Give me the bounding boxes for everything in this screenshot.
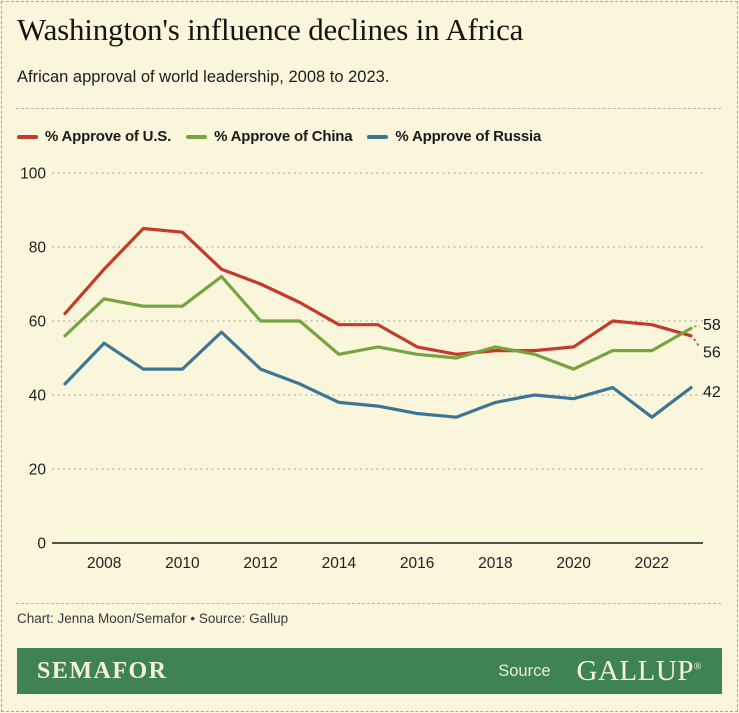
y-axis-label-60: 60 bbox=[29, 314, 47, 331]
legend-label-china: % Approve of China bbox=[214, 128, 353, 145]
x-axis-label-2012: 2012 bbox=[243, 555, 277, 572]
y-axis-label-20: 20 bbox=[29, 462, 47, 479]
gallup-logo: GALLUP® bbox=[576, 654, 703, 687]
bottom-divider bbox=[16, 603, 721, 604]
subtitle: African approval of world leadership, 20… bbox=[17, 68, 390, 86]
y-axis-label-40: 40 bbox=[29, 388, 47, 405]
russia-line-swatch-icon bbox=[367, 134, 389, 139]
x-axis-label-2022: 2022 bbox=[635, 555, 669, 572]
legend-label-russia: % Approve of Russia bbox=[395, 128, 542, 145]
legend: % Approve of U.S. % Approve of China % A… bbox=[17, 128, 541, 145]
credit-line: Chart: Jenna Moon/Semafor • Source: Gall… bbox=[17, 611, 289, 626]
legend-item-china: % Approve of China bbox=[186, 128, 353, 145]
x-axis-label-2014: 2014 bbox=[322, 555, 357, 572]
x-axis-label-2016: 2016 bbox=[400, 555, 434, 572]
series-line-1 bbox=[63, 275, 693, 371]
brand-bar: SEMAFOR Source GALLUP® bbox=[17, 648, 722, 694]
source-group: Source GALLUP® bbox=[498, 654, 703, 687]
end-label-leader-56 bbox=[693, 338, 701, 349]
end-value-label-56: 56 bbox=[703, 344, 721, 361]
y-axis-label-100: 100 bbox=[20, 166, 46, 183]
x-axis-label-2010: 2010 bbox=[165, 555, 200, 572]
china-line-swatch-icon bbox=[186, 134, 208, 139]
series-line-2 bbox=[63, 330, 693, 419]
x-axis-label-2008: 2008 bbox=[87, 555, 121, 572]
x-axis-label-2020: 2020 bbox=[556, 555, 591, 572]
top-divider bbox=[16, 108, 721, 109]
series-line-0 bbox=[63, 226, 693, 356]
y-axis-label-80: 80 bbox=[29, 240, 47, 257]
legend-item-us: % Approve of U.S. bbox=[17, 128, 171, 145]
source-label: Source bbox=[498, 661, 551, 680]
registered-mark: ® bbox=[693, 660, 702, 672]
semafor-logo: SEMAFOR bbox=[37, 657, 168, 684]
x-axis-label-2018: 2018 bbox=[478, 555, 512, 572]
legend-item-russia: % Approve of Russia bbox=[367, 128, 541, 145]
gallup-wordmark: GALLUP bbox=[576, 654, 694, 687]
y-axis-label-0: 0 bbox=[37, 536, 46, 553]
us-line-swatch-icon bbox=[17, 134, 38, 139]
legend-label-us: % Approve of U.S. bbox=[45, 128, 172, 145]
end-value-label-58: 58 bbox=[703, 317, 721, 334]
page-title: Washington's influence declines in Afric… bbox=[17, 12, 524, 47]
end-value-label-42: 42 bbox=[703, 384, 721, 401]
